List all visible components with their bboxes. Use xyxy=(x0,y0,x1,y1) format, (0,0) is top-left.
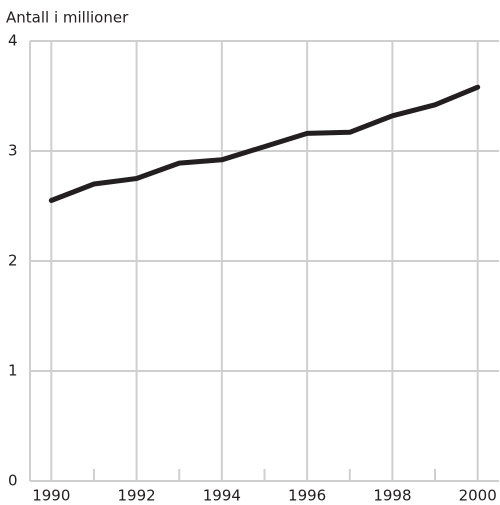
y-tick-label: 1 xyxy=(8,362,18,380)
y-tick-label: 3 xyxy=(8,142,18,160)
y-tick-label: 2 xyxy=(8,252,18,270)
x-tick-label: 1998 xyxy=(373,487,411,505)
x-tick-label: 1990 xyxy=(32,487,70,505)
x-tick-label: 1992 xyxy=(117,487,155,505)
data-line xyxy=(48,84,481,203)
x-tick-label: 2000 xyxy=(459,487,497,505)
y-tick-label: 0 xyxy=(8,472,18,490)
x-tick-label: 1996 xyxy=(288,487,326,505)
y-tick-label: 4 xyxy=(8,32,18,50)
x-tick-label: 1994 xyxy=(203,487,241,505)
y-axis-label: Antall i millioner xyxy=(6,9,129,27)
